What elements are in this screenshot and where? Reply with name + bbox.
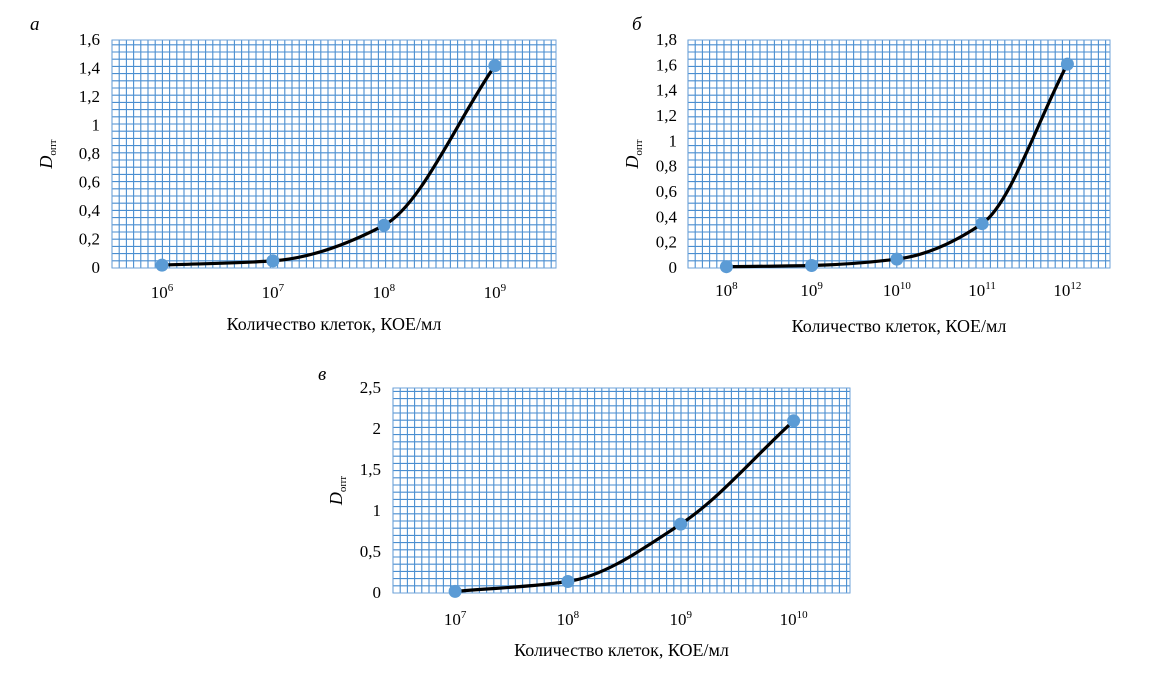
- y-tick-label: 1,2: [79, 87, 100, 106]
- panel-label: в: [318, 364, 326, 385]
- plot-area: [688, 40, 1110, 268]
- y-axis-title: Dопт: [36, 139, 59, 169]
- x-tick-label: 1012: [1053, 280, 1081, 300]
- data-point: [561, 575, 575, 588]
- data-point: [719, 260, 733, 274]
- panel-label: а: [30, 14, 40, 35]
- y-tick-label: 0,2: [79, 230, 100, 249]
- y-tick-label: 0,5: [360, 542, 381, 561]
- y-tick-label: 0,4: [79, 201, 101, 220]
- x-tick-label: 108: [557, 609, 580, 629]
- x-axis-title: Количество клеток, КОЕ/мл: [792, 316, 1007, 336]
- y-tick-label: 1,4: [656, 81, 678, 100]
- y-tick-label: 1,2: [656, 106, 677, 125]
- y-axis-title: Dопт: [326, 476, 349, 506]
- y-tick-label: 0: [373, 583, 382, 602]
- chart-panel-2: 0 0,2 0,4 0,6 0,8 1 1,2 1,4 1,6 1,8 108 109 1010 1011…: [622, 14, 1111, 336]
- plot-area: [112, 40, 556, 268]
- x-tick-label: 1011: [968, 280, 996, 300]
- chart-panel-1: 0 0,2 0,4 0,6 0,8 1 1,2 1,4 1,6 106 107 108 109 Колич…: [30, 14, 557, 334]
- x-tick-label: 109: [484, 282, 507, 302]
- data-point: [890, 252, 904, 266]
- y-tick-label: 0,6: [79, 173, 100, 192]
- x-tick-label: 106: [151, 282, 174, 302]
- y-tick-label: 1,6: [656, 55, 677, 74]
- y-tick-label: 1: [373, 501, 382, 520]
- data-point: [377, 218, 391, 232]
- grid: [111, 40, 556, 269]
- x-tick-label: 1010: [883, 280, 912, 300]
- y-axis-title: Dопт: [622, 139, 645, 169]
- data-point: [805, 259, 819, 272]
- series-line: [724, 62, 1069, 269]
- grid: [687, 40, 1110, 269]
- x-tick-label: 109: [669, 609, 692, 629]
- data-point: [448, 584, 462, 598]
- x-axis-title: Количество клеток, КОЕ/мл: [514, 640, 729, 660]
- plot-border: [392, 387, 851, 594]
- plot-border: [111, 39, 557, 269]
- series-line: [453, 419, 796, 593]
- x-tick-label: 107: [444, 609, 467, 629]
- y-tick-label: 0: [669, 258, 678, 277]
- y-tick-label: 1,5: [360, 460, 381, 479]
- y-tick-label: 0,4: [656, 207, 678, 226]
- x-tick-label: 108: [373, 282, 396, 302]
- y-tick-label: 1,8: [656, 30, 677, 49]
- y-tick-label: 0,2: [656, 233, 677, 252]
- y-tick-label: 2: [373, 419, 382, 438]
- chart-panel-3: 0 0,5 1 1,5 2 2,5 107 108 109 1010 Количество клет…: [318, 364, 851, 660]
- data-point: [488, 59, 502, 73]
- plot-area: [393, 388, 850, 593]
- data-point: [155, 258, 169, 272]
- y-tick-label: 0,8: [79, 144, 100, 163]
- y-tick-label: 1,6: [79, 30, 100, 49]
- x-tick-label: 107: [262, 282, 285, 302]
- x-tick-label: 108: [715, 280, 738, 300]
- y-tick-label: 1,4: [79, 59, 101, 78]
- data-point: [975, 217, 989, 231]
- x-axis-title: Количество клеток, КОЕ/мл: [227, 314, 442, 334]
- x-tick-label: 1010: [780, 609, 809, 629]
- plot-border: [687, 39, 1111, 269]
- data-point: [674, 517, 688, 531]
- y-tick-label: 0,8: [656, 157, 677, 176]
- x-tick-label: 109: [800, 280, 823, 300]
- y-tick-label: 0,6: [656, 182, 677, 201]
- data-point: [787, 414, 801, 428]
- y-tick-label: 1: [92, 116, 101, 135]
- y-tick-label: 0: [92, 258, 101, 277]
- grid: [392, 388, 850, 594]
- data-point: [266, 254, 280, 268]
- y-tick-label: 1: [669, 131, 678, 150]
- data-point: [1060, 57, 1074, 71]
- series-line: [160, 64, 497, 267]
- panel-label: б: [632, 14, 643, 35]
- y-tick-label: 2,5: [360, 378, 381, 397]
